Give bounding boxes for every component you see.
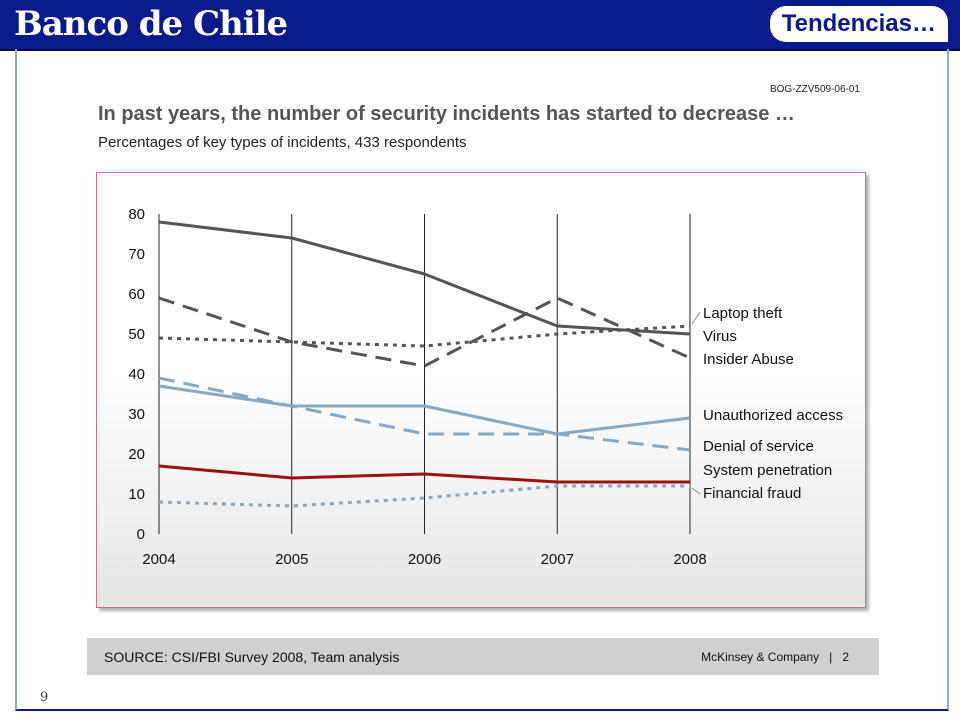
x-tick-label-2008: 2008	[673, 551, 706, 568]
series-line-virus	[158, 220, 691, 336]
chart-panel: 0 10 20 30 40 50 60 70 80 2004 2005 2006 2007 2008 Lap…	[96, 172, 866, 608]
x-tick-label-2004: 2004	[142, 551, 175, 568]
x-tick-label-2005: 2005	[275, 551, 308, 568]
legend-label-insider-abuse: Insider Abuse	[703, 351, 794, 368]
y-tick-label-10: 10	[128, 486, 145, 503]
source-bar: SOURCE: CSI/FBI Survey 2008, Team analys…	[87, 638, 879, 675]
slide-frame	[15, 49, 949, 711]
y-tick-label-60: 60	[128, 286, 145, 303]
legend-label-denial-of-service: Denial of service	[703, 438, 814, 455]
y-tick-label-50: 50	[128, 326, 145, 343]
leader-line-financial-fraud	[691, 487, 701, 495]
y-tick-label-40: 40	[128, 366, 145, 383]
page-title: Tendencias…	[769, 6, 948, 42]
y-tick-label-20: 20	[128, 446, 145, 463]
legend-label-virus: Virus	[703, 328, 737, 345]
document-code: BOG-ZZV509-06-01	[769, 84, 860, 95]
slide-number: 9	[40, 690, 49, 705]
line-chart: 0 10 20 30 40 50 60 70 80 2004 2005 2006 2007 2008 Lap…	[128, 206, 843, 568]
chart-subheadline: Percentages of key types of incidents, 4…	[98, 134, 467, 151]
series-line-unauthorized-access	[158, 384, 691, 436]
brand-logo: Banco de Chile	[14, 4, 288, 44]
legend-label-laptop-theft: Laptop theft	[703, 305, 783, 322]
x-tick-label-2006: 2006	[408, 551, 441, 568]
footer-page-number: 2	[842, 650, 849, 664]
y-tick-label-80: 80	[128, 206, 145, 223]
footer-separator: |	[829, 650, 833, 664]
leader-line-laptop-theft	[691, 311, 701, 325]
legend-label-unauthorized-access: Unauthorized access	[703, 407, 843, 424]
series-line-denial-of-service	[158, 376, 691, 452]
series-line-financial-fraud	[158, 484, 690, 508]
source-text: SOURCE: CSI/FBI Survey 2008, Team analys…	[104, 649, 400, 665]
company-name: McKinsey & Company	[701, 650, 820, 664]
series-line-system-penetration	[158, 464, 690, 484]
chart-headline: In past years, the number of security in…	[98, 103, 795, 125]
y-tick-label-30: 30	[128, 406, 145, 423]
legend-label-financial-fraud: Financial fraud	[703, 485, 801, 502]
legend-label-system-penetration: System penetration	[703, 462, 832, 479]
series-line-laptop-theft	[158, 324, 691, 348]
company-footer: McKinsey & Company | 2	[701, 650, 849, 664]
header-bar: Banco de Chile Tendencias…	[0, 0, 960, 51]
y-tick-label-70: 70	[128, 246, 145, 263]
y-tick-label-0: 0	[137, 526, 145, 543]
x-tick-label-2007: 2007	[541, 551, 574, 568]
